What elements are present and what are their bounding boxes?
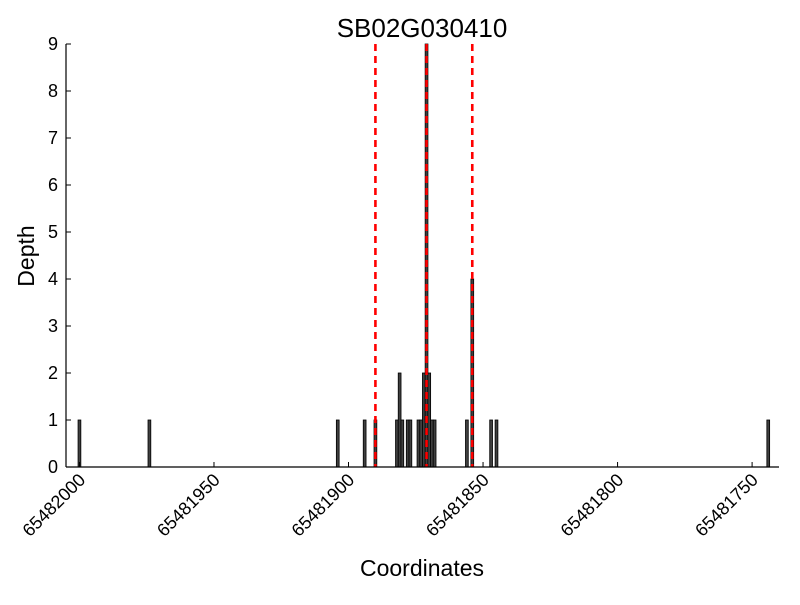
- ticks-layer: 0 1 2 3 4 5 6 7 8 9 65482000 65481950 65481900 654818…: [19, 34, 762, 540]
- y-tick-label: 7: [48, 128, 58, 148]
- x-tick-label: 65482000: [19, 470, 90, 541]
- depth-bar: [408, 419, 413, 468]
- depth-bar: [77, 419, 82, 468]
- x-tick-label: 65481950: [153, 470, 224, 541]
- y-tick-label: 9: [48, 34, 58, 54]
- depth-bar: [400, 419, 405, 468]
- depth-bar: [362, 419, 367, 468]
- chart-title: SB02G030410: [337, 13, 508, 43]
- x-tick-label: 65481750: [691, 470, 762, 541]
- y-tick-label: 4: [48, 269, 58, 289]
- y-axis-title: Depth: [13, 225, 39, 286]
- y-tick-label: 0: [48, 457, 58, 477]
- y-tick-label: 5: [48, 222, 58, 242]
- x-tick-label: 65481900: [288, 470, 359, 541]
- depth-bar: [465, 419, 469, 468]
- y-tick-label: 8: [48, 81, 58, 101]
- depth-bar: [147, 419, 152, 468]
- reference-lines-layer: [374, 44, 474, 467]
- y-tick-label: 2: [48, 363, 58, 383]
- depth-bar: [494, 419, 499, 468]
- x-tick-label: 65481800: [557, 470, 628, 541]
- depth-bar: [766, 419, 771, 468]
- x-tick-label: 65481850: [422, 470, 493, 541]
- bars-layer: [77, 43, 771, 468]
- depth-bar: [335, 419, 340, 468]
- depth-bar: [489, 419, 493, 468]
- axes-layer: [65, 44, 779, 468]
- depth-bar: [432, 419, 437, 468]
- y-tick-label: 1: [48, 410, 58, 430]
- x-axis-title: Coordinates: [360, 555, 484, 581]
- y-tick-label: 6: [48, 175, 58, 195]
- y-tick-label: 3: [48, 316, 58, 336]
